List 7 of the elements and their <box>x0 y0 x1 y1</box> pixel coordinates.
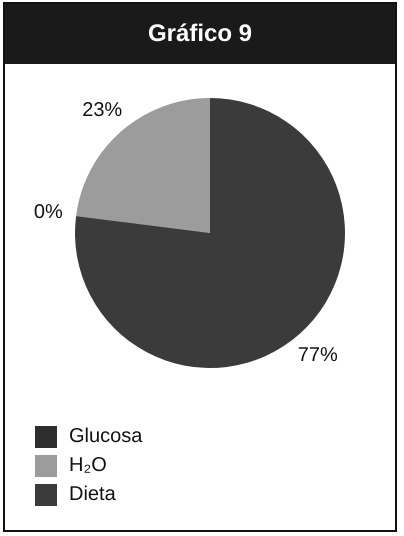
legend-label: Dieta <box>69 483 116 506</box>
chart-title: Gráfico 9 <box>5 4 395 64</box>
legend-label: Glucosa <box>69 425 142 448</box>
legend-label: H₂O <box>69 454 107 477</box>
data-label: 23% <box>82 99 122 122</box>
text: 0% <box>34 201 63 224</box>
data-label: 77% <box>298 344 338 366</box>
